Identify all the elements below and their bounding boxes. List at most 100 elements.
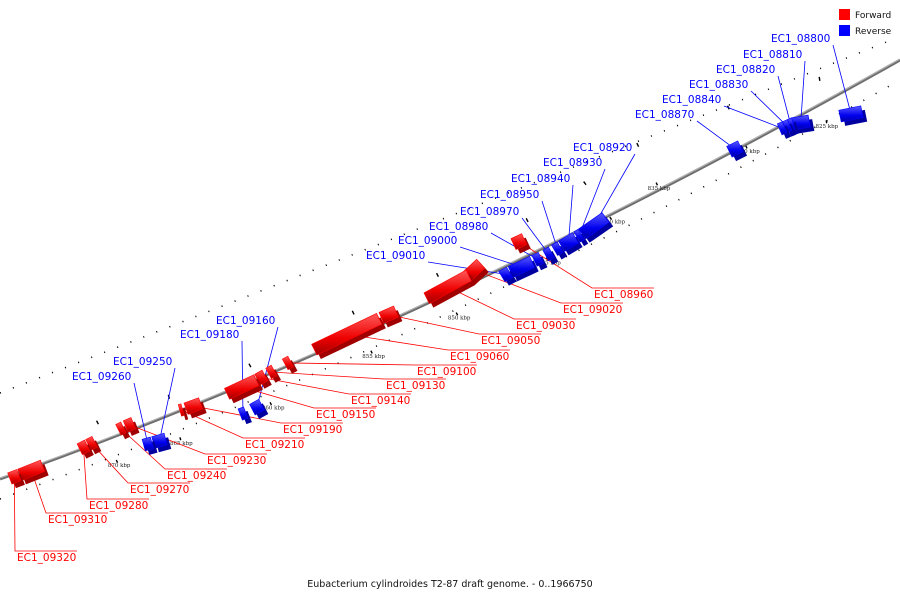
gene-labels: EC1_08800 EC1_08810 EC1_08820 EC1_08830 EC1_… [17,33,830,564]
gene-label[interactable]: EC1_09010 [366,250,425,262]
leader-lines [13,44,852,552]
gene-label[interactable]: EC1_08980 [429,221,488,233]
gene-label[interactable]: EC1_09240 [167,470,226,482]
tick-label: 855 kbp [362,354,385,360]
gene-block[interactable] [578,212,610,240]
gene-block[interactable] [224,374,260,400]
leader-line [388,314,541,335]
gene-label[interactable]: EC1_09030 [516,320,575,332]
leader-line [181,409,305,439]
gene-block[interactable] [177,403,185,417]
leader-line [287,362,477,366]
leader-line [832,44,852,115]
gene-label[interactable]: EC1_09160 [216,315,275,327]
legend: Forward Reverse [839,9,892,37]
gene-block[interactable] [17,459,46,481]
gene-block[interactable] [542,246,555,262]
gene-label[interactable]: EC1_09150 [316,409,375,421]
gene-block[interactable] [531,252,544,267]
leader-line [578,168,606,236]
gene-block[interactable] [141,436,154,452]
gene-block[interactable] [183,397,204,415]
gene-label[interactable]: EC1_09190 [283,424,342,436]
gene-label[interactable]: EC1_08960 [594,289,653,301]
gene-block[interactable] [726,140,744,158]
gene-block[interactable] [85,435,98,451]
gene-block[interactable] [498,266,514,283]
gene-block[interactable] [7,469,22,485]
gene-label[interactable]: EC1_08820 [716,64,775,76]
leader-line [541,200,558,249]
leader-line [120,428,227,470]
tick-mark-outer [655,182,659,186]
gene-label[interactable]: EC1_08950 [480,189,539,201]
tick-label: 865 kbp [170,441,193,447]
gene-block[interactable] [249,398,265,416]
leader-line [521,217,549,255]
gene-label[interactable]: EC1_09180 [180,329,239,341]
gene-label[interactable]: EC1_08930 [543,157,602,169]
gene-block[interactable] [254,369,269,386]
gene-label[interactable]: EC1_09320 [17,552,76,564]
tick-mark-inner [818,76,821,81]
gene-block[interactable] [507,256,536,278]
gene-label[interactable]: EC1_09210 [245,439,304,451]
tick-label: 835 kbp [648,186,671,192]
gene-label[interactable]: EC1_09020 [563,304,622,316]
leader-line [30,470,108,514]
gene-label[interactable]: EC1_09230 [207,455,266,467]
leader-line [129,424,267,455]
gene-label[interactable]: EC1_09140 [351,395,410,407]
leader-line [271,371,446,380]
gene-block[interactable] [115,421,127,436]
gene-label[interactable]: EC1_09050 [481,335,540,347]
gene-label[interactable]: EC1_09130 [386,380,445,392]
gene-block[interactable] [122,417,136,433]
gene-block[interactable] [776,121,788,136]
gene-block[interactable] [838,105,864,123]
gene-label[interactable]: EC1_08810 [743,49,802,61]
leader-line [261,377,411,395]
tick-mark-inner [248,363,252,368]
gene-label[interactable]: EC1_09270 [130,484,189,496]
tick-label: 825 kbp [816,124,839,130]
gene-label[interactable]: EC1_08830 [689,79,748,91]
gene-label[interactable]: EC1_09250 [113,356,172,368]
genome-backbone [0,58,900,481]
leader-line [459,246,522,268]
tick-mark-inner [351,310,355,315]
gene-block[interactable] [423,269,472,305]
gene-label[interactable]: EC1_09000 [398,235,457,247]
gene-block[interactable] [551,241,564,256]
gene-label[interactable]: EC1_09310 [48,514,107,526]
leader-line [159,367,176,441]
gene-label[interactable]: EC1_09280 [89,500,148,512]
gene-label[interactable]: EC1_09100 [417,366,476,378]
gene-block[interactable] [510,233,528,250]
gene-block[interactable] [76,439,91,456]
leader-line [83,447,149,500]
gene-block[interactable] [311,313,383,356]
gene-label[interactable]: EC1_08970 [460,206,519,218]
gene-label[interactable]: EC1_08870 [635,109,694,121]
gene-block[interactable] [378,305,399,324]
gene-block[interactable] [265,364,278,380]
leader-line [696,120,736,150]
gene-label[interactable]: EC1_09060 [450,351,509,363]
leader-line [91,443,190,484]
tick-mark-outer [370,350,373,354]
leader-line [346,333,510,351]
gene-block[interactable] [237,406,249,421]
gene-blocks [7,105,868,489]
gene-label[interactable]: EC1_08800 [771,33,830,45]
gene-label[interactable]: EC1_08840 [662,94,721,106]
gene-label[interactable]: EC1_08940 [511,173,570,185]
gene-block[interactable] [573,228,585,243]
gene-label[interactable]: EC1_09260 [72,371,131,383]
gene-block[interactable] [151,432,168,449]
tick-mark-inner [95,420,99,425]
gene-label[interactable]: EC1_08920 [573,142,632,154]
gene-block[interactable] [281,355,294,371]
gene-block[interactable] [558,232,580,252]
